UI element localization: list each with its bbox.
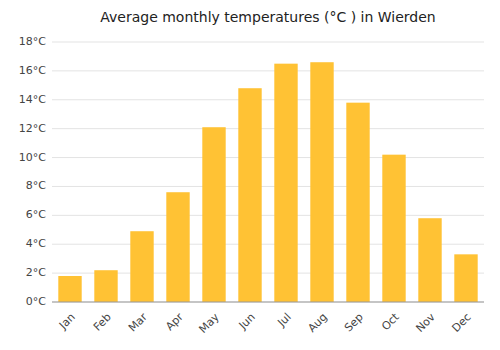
- bar: [418, 218, 441, 302]
- x-tick-label: Nov: [413, 310, 438, 335]
- grid-line: [52, 99, 484, 100]
- grid-line: [52, 215, 484, 216]
- grid-line: [52, 157, 484, 158]
- bar: [58, 276, 81, 302]
- grid-line: [52, 42, 484, 43]
- x-tick-label: May: [196, 310, 222, 336]
- x-tick-label: Dec: [450, 311, 474, 335]
- bars: [58, 62, 477, 302]
- grid: [52, 42, 484, 302]
- grid-line: [52, 302, 484, 303]
- y-tick-label: 8°C: [26, 179, 46, 192]
- x-tick-label: Apr: [163, 310, 186, 333]
- x-tick-label: Sep: [342, 311, 366, 335]
- bar: [346, 103, 369, 302]
- bar: [202, 127, 225, 302]
- y-tick-label: 16°C: [19, 64, 46, 77]
- x-axis-line: [52, 302, 484, 303]
- x-tick-label: Jun: [236, 311, 258, 333]
- grid-line: [52, 70, 484, 71]
- bar: [382, 155, 405, 302]
- x-tick-label: Jan: [56, 311, 78, 333]
- y-tick-label: 18°C: [19, 35, 46, 48]
- bar: [454, 254, 477, 302]
- grid-line: [52, 186, 484, 187]
- x-tick-label: Aug: [305, 311, 329, 335]
- x-tick-label: Feb: [91, 311, 114, 334]
- y-tick-label: 10°C: [19, 151, 46, 164]
- x-tick-label: Mar: [126, 310, 150, 334]
- y-tick-label: 12°C: [19, 122, 46, 135]
- y-tick-label: 4°C: [26, 237, 46, 250]
- title: Average monthly temperatures (°C ) in Wi…: [100, 9, 435, 25]
- grid-line: [52, 128, 484, 129]
- x-tick-label: Jul: [274, 311, 293, 330]
- bar: [130, 231, 153, 302]
- bar: [274, 64, 297, 302]
- bar: [166, 192, 189, 302]
- y-tick-label: 2°C: [26, 266, 46, 279]
- x-tick-label: Oct: [379, 310, 402, 333]
- y-tick-label: 14°C: [19, 93, 46, 106]
- y-tick-label: 6°C: [26, 208, 46, 221]
- bar: [310, 62, 333, 302]
- bar: [94, 270, 117, 302]
- bar: [238, 88, 261, 302]
- y-tick-label: 0°C: [26, 295, 46, 308]
- chart: 0°C 2°C 4°C 6°C 8°C 10°C 12°C 14°C 16°C 18°C Jan Fe…: [0, 0, 500, 350]
